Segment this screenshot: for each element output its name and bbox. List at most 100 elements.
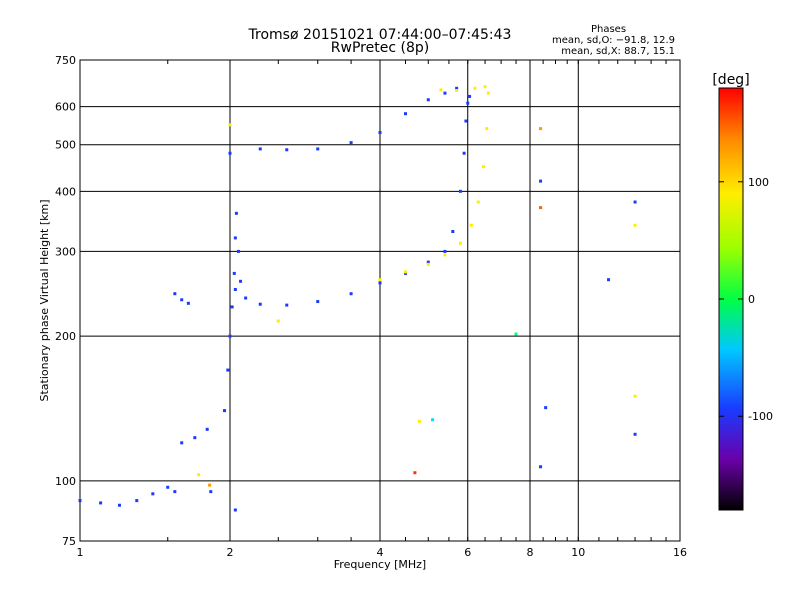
scatter-point: [544, 406, 548, 410]
data-point-x: [485, 127, 489, 131]
scatter-point: [633, 394, 637, 398]
data-point-o: [230, 305, 234, 309]
colorbar-label: [deg]: [712, 72, 749, 88]
data-point-x: [403, 270, 407, 274]
x-axis-label: Frequency [MHz]: [334, 558, 426, 571]
x-tick-label: 4: [377, 546, 384, 559]
data-point-o: [205, 427, 209, 431]
data-point-x: [455, 89, 459, 93]
data-point-o: [458, 189, 462, 193]
data-point-o: [258, 147, 262, 151]
data-point-o: [239, 279, 243, 283]
data-point-o: [99, 501, 103, 505]
scatter-point: [514, 332, 518, 336]
scatter-point: [431, 418, 435, 422]
x-tick-label: 16: [673, 546, 687, 559]
data-point-o: [232, 271, 236, 275]
data-point-o: [443, 249, 447, 253]
y-tick-label: 200: [55, 330, 76, 343]
data-point-o: [378, 131, 382, 135]
data-point-o: [228, 151, 232, 155]
scatter-point: [539, 206, 543, 210]
data-point-o: [180, 441, 184, 445]
data-point-o: [455, 86, 459, 90]
data-point-o: [151, 492, 155, 496]
data-point-o: [117, 503, 121, 507]
x-tick-label: 6: [464, 546, 471, 559]
chart-title: Tromsø 20151021 07:44:00–07:45:43: [248, 27, 512, 43]
data-point-x: [439, 88, 443, 92]
data-point-o: [462, 151, 466, 155]
data-point-x: [481, 165, 485, 169]
data-point-o: [186, 301, 190, 305]
scatter-point: [633, 223, 637, 227]
y-tick-label: 100: [55, 475, 76, 488]
phase-stats-o: mean, sd,O: −91.8, 12.9: [552, 35, 675, 46]
scatter-point: [233, 508, 237, 512]
scatter-point: [633, 200, 637, 204]
phase-stats-title: Phases: [590, 24, 627, 35]
data-point-o: [426, 260, 430, 264]
scatter-point: [208, 483, 212, 487]
colorbar-tick-label: 0: [748, 293, 755, 306]
data-point-o: [285, 148, 289, 152]
data-point-x: [469, 223, 473, 227]
data-point-o: [285, 303, 289, 307]
data-point-o: [78, 499, 82, 503]
data-point-o: [173, 292, 177, 296]
data-point-o: [236, 249, 240, 253]
data-point-o: [258, 302, 262, 306]
data-point-o: [426, 98, 430, 102]
data-point-o: [451, 229, 455, 233]
data-point-o: [233, 236, 237, 240]
data-point-x: [476, 200, 480, 204]
data-point-x: [458, 241, 462, 245]
data-point-o: [228, 334, 232, 338]
phase-stats: Phases mean, sd,O: −91.8, 12.9 mean, sd,…: [552, 24, 675, 57]
scatter-point: [417, 419, 421, 423]
data-point-o: [209, 490, 213, 494]
colorbar-tick-label: 100: [748, 176, 769, 189]
data-point-o: [468, 94, 472, 98]
y-tick-label: 75: [62, 535, 76, 548]
data-point-o: [244, 296, 248, 300]
data-point-o: [166, 485, 170, 489]
data-point-o: [173, 490, 177, 494]
scatter-point: [276, 319, 280, 323]
data-point-o: [349, 141, 353, 145]
scatter-point: [607, 278, 611, 282]
y-tick-label: 400: [55, 185, 76, 198]
chart-subtitle: RwPretec (8p): [330, 40, 430, 56]
x-tick-label: 10: [571, 546, 585, 559]
data-point-o: [233, 287, 237, 291]
y-tick-label: 300: [55, 245, 76, 258]
data-point-o: [443, 91, 447, 95]
data-point-o: [316, 300, 320, 304]
data-point-x: [426, 262, 430, 266]
data-point-x: [473, 86, 477, 90]
scatter-point: [539, 465, 543, 469]
x-tick-label: 8: [527, 546, 534, 559]
y-tick-label: 750: [55, 54, 76, 67]
data-point-o: [464, 119, 468, 123]
x-tick-label: 1: [77, 546, 84, 559]
y-tick-label: 500: [55, 139, 76, 152]
data-point-o: [403, 271, 407, 275]
data-point-x: [483, 85, 487, 89]
data-point-o: [316, 147, 320, 151]
data-point-x: [378, 278, 382, 282]
data-point-o: [135, 499, 139, 503]
scatter-point: [633, 432, 637, 436]
data-point-o: [226, 368, 230, 372]
scatter-point: [413, 471, 417, 475]
data-point-o: [193, 436, 197, 440]
colorbar-tick-label: -100: [748, 410, 773, 423]
y-axis-label: Stationary phase Virtual Height [km]: [38, 199, 51, 401]
phase-stats-x: mean, sd,X: 88.7, 15.1: [561, 46, 675, 57]
data-point-o: [234, 211, 238, 215]
scatter-point: [539, 127, 543, 131]
scatter-point: [197, 473, 201, 477]
data-point-x: [486, 91, 490, 95]
data-point-o: [403, 112, 407, 116]
